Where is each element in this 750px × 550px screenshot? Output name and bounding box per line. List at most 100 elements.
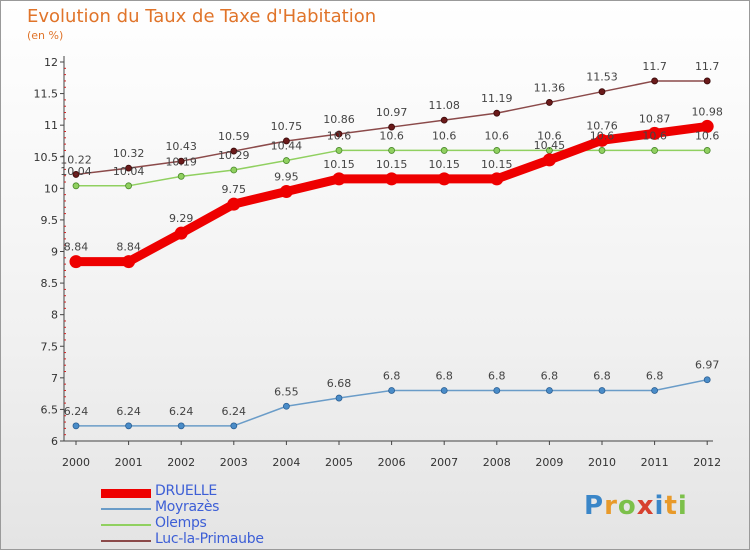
data-point: [282, 402, 290, 410]
data-point: [122, 255, 136, 269]
data-label: 10.6: [432, 129, 457, 142]
legend-swatch: [101, 488, 151, 498]
data-point: [335, 394, 343, 402]
data-point: [440, 147, 448, 154]
y-tick-label: 6.5: [41, 403, 59, 416]
data-label: 11.36: [534, 81, 566, 94]
data-label: 10.86: [323, 113, 355, 126]
data-point: [279, 184, 293, 198]
data-point: [598, 88, 606, 96]
data-point: [490, 172, 504, 186]
data-label: 6.24: [116, 405, 141, 418]
y-tick-label: 10.5: [34, 151, 59, 164]
y-tick-label: 12: [44, 56, 58, 69]
data-point: [546, 99, 553, 106]
legend-label: Luc-la-Primaube: [155, 531, 264, 547]
data-label: 6.8: [383, 369, 401, 382]
data-point: [648, 126, 662, 140]
data-label: 6.68: [327, 377, 352, 390]
data-point: [703, 77, 711, 85]
data-label: 10.15: [428, 158, 460, 171]
data-point: [125, 164, 132, 172]
data-label: 11.7: [695, 60, 720, 73]
legend-label: Moyrazès: [155, 499, 220, 515]
legend-swatch: [101, 508, 151, 510]
data-label: 10.22: [60, 153, 92, 166]
data-point: [703, 147, 711, 154]
data-point: [651, 147, 658, 154]
data-label: 9.95: [274, 170, 299, 183]
logo-letter: x: [636, 491, 655, 521]
x-tick-label: 2001: [115, 456, 143, 469]
data-label: 6.8: [541, 369, 559, 382]
data-label: 8.84: [64, 241, 89, 254]
data-label: 6.8: [488, 369, 506, 382]
y-tick-label: 11: [44, 119, 58, 132]
data-label: 11.53: [586, 71, 618, 84]
x-tick-label: 2005: [325, 456, 353, 469]
data-label: 10.59: [218, 130, 250, 143]
data-point: [388, 123, 396, 131]
data-point: [542, 153, 556, 167]
data-label: 10.44: [271, 140, 303, 153]
data-label: 10.6: [485, 129, 510, 142]
x-tick-label: 2000: [62, 456, 90, 469]
data-label: 10.43: [165, 140, 197, 153]
y-tick-label: 9.5: [41, 214, 59, 227]
legend-label: Olemps: [155, 515, 207, 531]
data-point: [282, 157, 290, 164]
legend-swatch: [101, 540, 151, 542]
x-tick-label: 2003: [220, 456, 248, 469]
chart-title: Evolution du Taux de Taxe d'Habitation: [27, 6, 377, 27]
data-point: [388, 387, 396, 394]
data-label: 10.04: [113, 165, 145, 178]
logo-letter: i: [677, 491, 688, 521]
x-tick-label: 2002: [167, 456, 195, 469]
proxiti-logo: Proxiti: [584, 491, 688, 521]
data-label: 10.76: [586, 119, 618, 132]
logo-letter: t: [664, 491, 678, 521]
data-point: [230, 147, 238, 155]
data-label: 11.7: [642, 60, 667, 73]
logo-letter: i: [654, 491, 665, 521]
data-point: [174, 226, 188, 240]
data-label: 10.15: [376, 158, 408, 171]
data-point: [125, 422, 132, 430]
data-label: 9.75: [222, 183, 247, 196]
y-tick-label: 8.5: [41, 277, 59, 290]
data-label: 6.24: [169, 405, 194, 418]
legend-swatch: [101, 524, 151, 526]
data-point: [332, 172, 346, 186]
data-point: [598, 387, 606, 394]
data-label: 10.15: [481, 158, 513, 171]
data-point: [493, 109, 501, 117]
data-point: [440, 116, 448, 124]
y-tick-label: 6: [51, 435, 58, 448]
line-chart: 6 6.5 7 7.5 8 8.5 9 9.5 10 10.5 11 11.5 12 2000 2001 20…: [34, 56, 723, 469]
data-label: 6.24: [64, 405, 89, 418]
data-label: 10.6: [590, 129, 615, 142]
data-label: 10.87: [639, 112, 671, 125]
data-point: [230, 166, 238, 174]
data-label: 10.19: [165, 155, 197, 168]
data-label: 10.15: [323, 158, 355, 171]
data-label: 6.24: [222, 405, 247, 418]
data-point: [72, 171, 80, 178]
y-tick-label: 8: [51, 309, 58, 322]
data-label: 10.29: [218, 149, 250, 162]
y-tick-label: 7.5: [41, 340, 59, 353]
x-tick-label: 2004: [272, 456, 300, 469]
data-label: 10.32: [113, 147, 145, 160]
y-tick-label: 9: [51, 246, 58, 259]
y-tick-label: 7: [51, 372, 58, 385]
data-label: 6.8: [646, 369, 664, 382]
y-tick-label: 10: [44, 182, 58, 195]
data-label: 10.97: [376, 106, 408, 119]
data-point: [177, 157, 185, 165]
x-tick-label: 2008: [483, 456, 511, 469]
data-point: [72, 422, 80, 430]
data-point: [546, 387, 553, 394]
data-label: 10.6: [642, 129, 667, 142]
data-label: 10.6: [537, 129, 562, 142]
